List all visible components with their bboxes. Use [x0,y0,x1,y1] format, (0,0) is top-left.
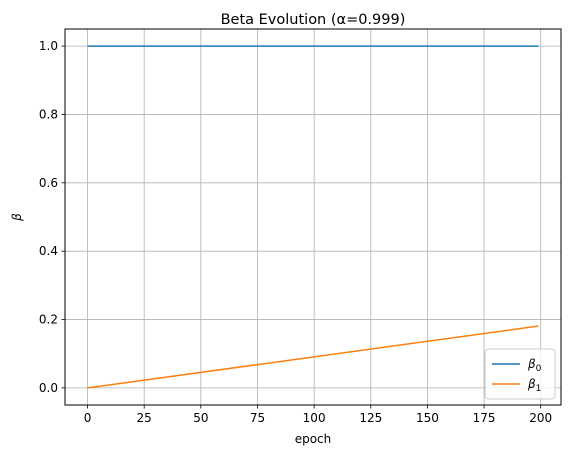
legend-label-β0: β0 [527,357,542,374]
x-tick-label: 0 [84,411,92,425]
y-tick-label: 0.8 [39,107,58,121]
x-tick-label: 125 [359,411,382,425]
series-lines [87,45,539,389]
x-tick-label: 25 [137,411,152,425]
grid-lines [65,29,561,405]
x-tick-label: 200 [529,411,552,425]
x-tick-label: 75 [250,411,265,425]
x-tick-label: 150 [416,411,439,425]
legend-box [484,348,556,400]
x-tick-label: 175 [473,411,496,425]
plot-frame [64,28,562,406]
y-tick-label: 0.0 [39,381,58,395]
y-tick-label: 0.4 [39,244,58,258]
y-axis-ticks: 0.0 0.2 0.4 0.6 0.8 1.0 [39,39,65,395]
x-tick-label: 100 [303,411,326,425]
x-tick-label: 50 [193,411,208,425]
legend-label-β1: β1 [527,377,541,394]
y-axis-label: β [10,213,24,222]
y-tick-label: 0.2 [39,313,58,327]
x-axis-ticks: 0 25 50 75 100 125 150 175 200 [84,405,552,425]
series-line-β1 [87,325,539,389]
y-tick-label: 0.6 [39,176,58,190]
y-tick-label: 1.0 [39,39,58,53]
x-axis-label: epoch [295,432,332,446]
chart-title: Beta Evolution (α=0.999) [221,12,406,28]
